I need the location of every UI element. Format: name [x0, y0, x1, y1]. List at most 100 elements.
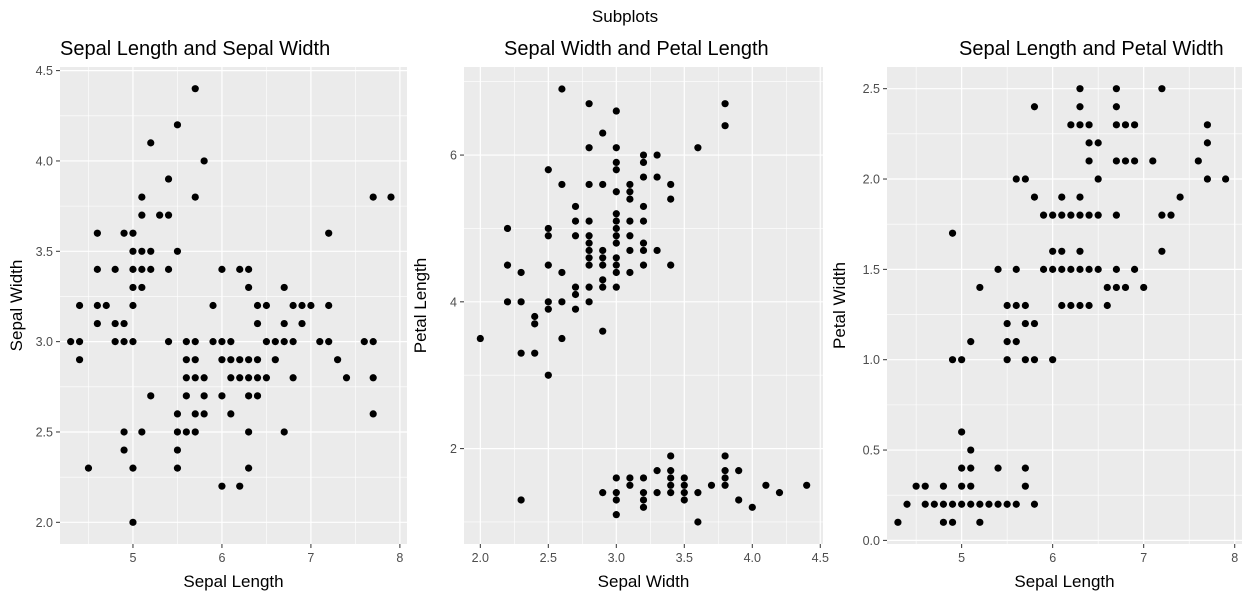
scatter-point	[138, 193, 146, 201]
scatter-point	[735, 467, 743, 475]
scatter-point	[639, 151, 648, 159]
scatter-point	[517, 496, 525, 504]
figure-title: Subplots	[592, 7, 658, 26]
scatter-point	[1058, 247, 1066, 255]
scatter-point	[612, 166, 620, 174]
scatter-point	[1021, 356, 1029, 364]
scatter-point	[721, 467, 729, 475]
scatter-point	[626, 246, 634, 255]
scatter-point	[1094, 211, 1102, 219]
scatter-point	[325, 301, 333, 310]
scatter-point	[227, 410, 235, 418]
scatter-point	[639, 489, 648, 497]
scatter-point	[612, 261, 620, 269]
scatter-point	[994, 464, 1002, 472]
scatter-point	[1058, 265, 1066, 273]
scatter-point	[762, 481, 770, 489]
scatter-point	[585, 100, 593, 108]
scatter-point	[173, 446, 182, 454]
scatter-point	[129, 247, 137, 255]
scatter-point	[120, 446, 128, 454]
scatter-point	[369, 374, 377, 382]
scatter-point	[571, 202, 580, 211]
scatter-point	[120, 319, 128, 328]
plot-panel-background	[464, 67, 823, 544]
scatter-point	[612, 489, 620, 497]
scatter-point	[129, 301, 137, 310]
subplot-2: 2.0 2.5 3.0 3.5 4.0 4.5 2 4 6 Sepal Width and Pet…	[411, 38, 829, 591]
scatter-point	[612, 107, 620, 115]
scatter-point	[262, 338, 271, 346]
scatter-point	[626, 232, 634, 240]
scatter-point	[1049, 211, 1057, 219]
scatter-point	[93, 301, 101, 310]
scatter-point	[653, 173, 661, 181]
grid-lines	[464, 67, 823, 544]
scatter-point	[958, 428, 966, 436]
scatter-point	[585, 254, 593, 262]
subplot-title: Sepal Width and Petal Length	[504, 38, 769, 60]
scatter-point	[612, 511, 620, 519]
scatter-point	[1194, 157, 1202, 165]
scatter-point	[626, 195, 634, 203]
scatter-point	[1085, 301, 1093, 310]
scatter-point	[1058, 193, 1066, 201]
scatter-point	[930, 500, 938, 508]
scatter-point	[245, 428, 253, 436]
scatter-point	[245, 374, 253, 382]
scatter-point	[612, 283, 620, 291]
scatter-point	[1021, 301, 1029, 310]
scatter-point	[707, 481, 716, 489]
scatter-point	[585, 239, 593, 247]
scatter-point	[298, 319, 306, 328]
scatter-point	[721, 100, 729, 108]
scatter-point	[191, 338, 199, 346]
scatter-point	[147, 247, 155, 255]
scatter-point	[1021, 175, 1029, 183]
scatter-point	[721, 481, 729, 489]
scatter-point	[138, 283, 146, 292]
x-tick-label: 3.5	[676, 551, 693, 565]
subplot-3: 5 6 7 8 0.0 0.5 1.0 1.5 2.0 2.5 Sepal Length and P…	[830, 38, 1242, 591]
scatter-point	[1130, 121, 1139, 129]
scatter-point	[1021, 319, 1029, 328]
scatter-point	[93, 265, 101, 273]
scatter-point	[612, 158, 620, 166]
scatter-point	[626, 217, 634, 225]
scatter-point	[544, 298, 552, 306]
scatter-point	[558, 334, 566, 343]
scatter-point	[1112, 103, 1120, 111]
scatter-point	[129, 518, 137, 526]
scatter-point	[1094, 265, 1102, 273]
scatter-point	[1203, 121, 1212, 129]
scatter-point	[182, 392, 190, 400]
scatter-point	[1085, 265, 1093, 273]
scatter-point	[1094, 175, 1102, 183]
scatter-point	[360, 338, 368, 346]
scatter-point	[245, 265, 253, 273]
scatter-point	[585, 232, 593, 240]
scatter-point	[612, 217, 620, 225]
scatter-point	[599, 254, 607, 262]
scatter-point	[1049, 247, 1057, 255]
scatter-point	[1012, 175, 1020, 183]
scatter-point	[967, 500, 975, 508]
scatter-point	[1021, 482, 1029, 490]
scatter-point	[948, 229, 957, 237]
scatter-point	[967, 338, 975, 346]
scatter-point	[164, 211, 173, 219]
scatter-point	[544, 232, 552, 240]
scatter-point	[503, 298, 512, 306]
scatter-point	[1158, 211, 1166, 219]
scatter-point	[271, 338, 279, 346]
scatter-point	[325, 229, 333, 237]
scatter-point	[1058, 211, 1066, 219]
x-axis-label: Sepal Width	[598, 572, 690, 591]
scatter-point	[191, 374, 199, 382]
scatter-point	[182, 338, 190, 346]
scatter-point	[994, 500, 1002, 508]
scatter-point	[653, 489, 661, 497]
scatter-point	[191, 410, 199, 418]
scatter-point	[639, 239, 648, 247]
